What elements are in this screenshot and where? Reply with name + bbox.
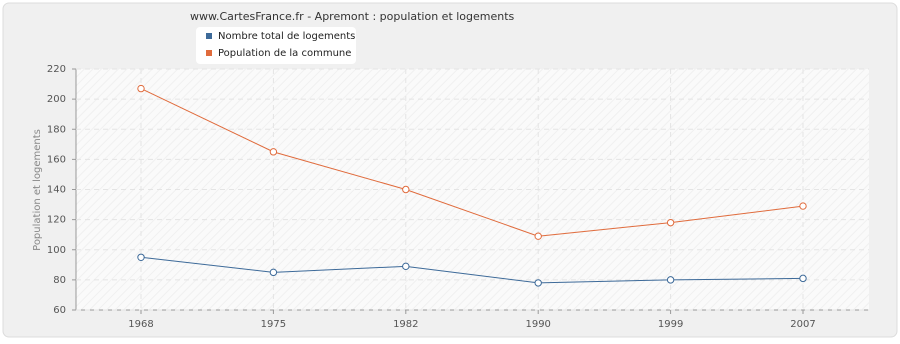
- data-point: [137, 84, 145, 93]
- data-point: [269, 148, 278, 156]
- x-tick-label: 1975: [261, 319, 286, 330]
- y-tick-label: 80: [53, 275, 66, 286]
- data-point: [402, 185, 410, 194]
- y-tick-label: 160: [47, 154, 66, 165]
- legend-swatch: [206, 50, 212, 56]
- x-tick-label: 1982: [393, 319, 418, 330]
- y-tick-label: 220: [47, 64, 66, 75]
- data-point: [402, 262, 410, 271]
- data-point: [666, 218, 675, 227]
- y-tick-label: 200: [47, 94, 66, 105]
- legend-label: Population de la commune: [218, 48, 351, 59]
- series-line: [140, 256, 804, 284]
- legend: [196, 27, 356, 64]
- legend-swatch: [206, 33, 212, 39]
- x-tick-label: 1968: [128, 319, 153, 330]
- y-tick-label: 100: [47, 245, 66, 256]
- x-tick-label: 1999: [658, 319, 683, 330]
- series-line: [140, 88, 804, 237]
- data-point: [269, 268, 278, 277]
- y-tick-label: 180: [47, 124, 66, 135]
- x-tick-label: 1990: [525, 319, 550, 330]
- chart-title: www.CartesFrance.fr - Apremont : populat…: [190, 10, 515, 23]
- data-point: [666, 276, 675, 284]
- y-tick-label: 120: [47, 215, 66, 226]
- legend-label: Nombre total de logements: [218, 31, 355, 42]
- data-point: [534, 232, 542, 240]
- data-point: [534, 279, 542, 287]
- x-tick-label: 2007: [790, 319, 815, 330]
- data-point: [799, 202, 807, 210]
- y-tick-label: 140: [47, 185, 66, 196]
- data-point: [137, 253, 145, 261]
- data-point: [799, 274, 807, 283]
- y-axis-label: Population et logements: [32, 129, 43, 251]
- y-tick-label: 60: [53, 305, 66, 316]
